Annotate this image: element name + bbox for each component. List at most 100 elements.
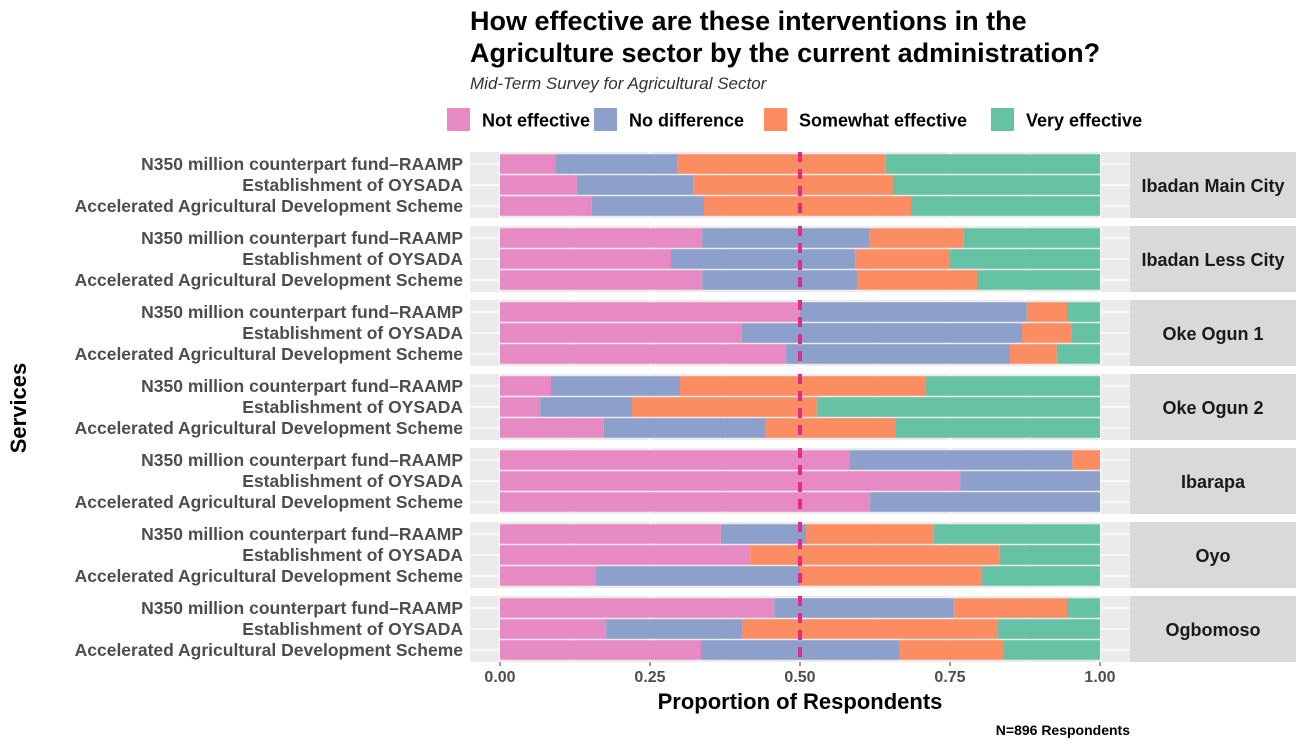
category-label: N350 million counterpart fund–RAAMP xyxy=(141,524,463,544)
bar-ibadan-main-city-1-not-effective xyxy=(500,154,556,174)
category-label: Establishment of OYSADA xyxy=(242,249,463,269)
legend-label-not-effective: Not effective xyxy=(482,111,590,131)
category-label: Accelerated Agricultural Development Sch… xyxy=(75,492,464,512)
bar-ibarapa-1-somewhat-effective xyxy=(1072,450,1100,470)
bar-oyo-3-somewhat-effective xyxy=(800,566,982,586)
panel-ogbomoso: N350 million counterpart fund–RAAMPEstab… xyxy=(75,596,1296,662)
bar-ogbomoso-2-not-effective xyxy=(500,619,607,639)
caption: N=896 Respondents xyxy=(996,722,1130,738)
bar-ibadan-less-city-2-somewhat-effective xyxy=(855,249,950,269)
legend-key-somewhat-effective xyxy=(764,108,787,131)
category-label: Accelerated Agricultural Development Sch… xyxy=(75,196,464,216)
bar-oke-ogun-1-3-no-difference xyxy=(786,344,1010,364)
bar-oyo-1-somewhat-effective xyxy=(806,524,934,544)
bar-oyo-3-very-effective xyxy=(981,566,1100,586)
bar-ogbomoso-2-no-difference xyxy=(606,619,743,639)
bar-ibadan-main-city-3-no-difference xyxy=(591,196,704,216)
bar-ibadan-main-city-3-somewhat-effective xyxy=(704,196,911,216)
bar-ibadan-main-city-1-somewhat-effective xyxy=(677,154,886,174)
bar-oke-ogun-2-3-no-difference xyxy=(603,418,766,438)
bar-oke-ogun-1-2-not-effective xyxy=(500,323,742,343)
category-label: Accelerated Agricultural Development Sch… xyxy=(75,418,464,438)
facet-strip-label: Ibadan Main City xyxy=(1141,176,1284,196)
bar-ibarapa-1-no-difference xyxy=(849,450,1073,470)
category-label: Establishment of OYSADA xyxy=(242,323,463,343)
bar-ogbomoso-1-somewhat-effective xyxy=(954,598,1067,618)
x-tick-label: 0.50 xyxy=(784,669,815,686)
facet-strip-label: Ogbomoso xyxy=(1166,620,1261,640)
bar-oke-ogun-1-1-very-effective xyxy=(1067,302,1100,322)
bar-ibadan-less-city-1-no-difference xyxy=(702,228,869,248)
facet-strip-label: Oke Ogun 2 xyxy=(1162,398,1263,418)
bar-oke-ogun-2-1-very-effective xyxy=(926,376,1100,396)
bar-ibarapa-2-no-difference xyxy=(960,471,1100,491)
bar-oyo-1-no-difference xyxy=(720,524,806,544)
bar-oke-ogun-1-3-not-effective xyxy=(500,344,787,364)
bar-ibarapa-2-not-effective xyxy=(500,471,961,491)
bar-oke-ogun-2-2-very-effective xyxy=(816,397,1100,417)
bar-oyo-2-not-effective xyxy=(500,545,751,565)
panel-ibarapa: N350 million counterpart fund–RAAMPEstab… xyxy=(75,448,1296,514)
category-label: Establishment of OYSADA xyxy=(242,619,463,639)
category-label: N350 million counterpart fund–RAAMP xyxy=(141,154,463,174)
bar-ogbomoso-3-somewhat-effective xyxy=(899,640,1004,660)
legend-key-no-difference xyxy=(594,108,617,131)
bar-oke-ogun-2-2-somewhat-effective xyxy=(632,397,817,417)
facet-strip-label: Ibadan Less City xyxy=(1141,250,1284,270)
bar-ibadan-main-city-2-very-effective xyxy=(893,175,1100,195)
legend-key-not-effective xyxy=(447,108,470,131)
x-axis: 0.00 0.25 0.50 0.75 1.00 xyxy=(484,662,1116,686)
panel-ibadan-less-city: N350 million counterpart fund–RAAMPEstab… xyxy=(75,226,1296,292)
chart-title-line-1: How effective are these interventions in… xyxy=(470,6,1027,36)
bar-ogbomoso-1-very-effective xyxy=(1067,598,1100,618)
bar-oyo-3-not-effective xyxy=(500,566,596,586)
bar-oke-ogun-2-3-not-effective xyxy=(500,418,604,438)
legend-label-somewhat-effective: Somewhat effective xyxy=(799,111,967,131)
category-label: Accelerated Agricultural Development Sch… xyxy=(75,566,464,586)
bar-oke-ogun-1-3-very-effective xyxy=(1056,344,1100,364)
x-tick-label: 0.75 xyxy=(934,669,965,686)
bar-ibadan-less-city-3-very-effective xyxy=(977,270,1100,290)
bar-oyo-2-very-effective xyxy=(999,545,1100,565)
bar-ibadan-less-city-1-not-effective xyxy=(500,228,703,248)
category-label: N350 million counterpart fund–RAAMP xyxy=(141,302,463,322)
panels: N350 million counterpart fund–RAAMPEstab… xyxy=(75,152,1296,662)
panel-oyo: N350 million counterpart fund–RAAMPEstab… xyxy=(75,522,1296,588)
bar-oke-ogun-2-3-very-effective xyxy=(896,418,1100,438)
facet-strip-label: Ibarapa xyxy=(1181,472,1246,492)
bar-ibarapa-1-not-effective xyxy=(500,450,850,470)
bar-oke-ogun-1-2-no-difference xyxy=(741,323,1022,343)
bar-ibadan-less-city-3-somewhat-effective xyxy=(857,270,977,290)
category-label: Accelerated Agricultural Development Sch… xyxy=(75,640,464,660)
legend-label-very-effective: Very effective xyxy=(1026,111,1142,131)
panel-oke-ogun-1: N350 million counterpart fund–RAAMPEstab… xyxy=(75,300,1296,366)
category-label: N350 million counterpart fund–RAAMP xyxy=(141,598,463,618)
bar-ibadan-main-city-3-not-effective xyxy=(500,196,592,216)
bar-ibadan-main-city-2-no-difference xyxy=(576,175,694,195)
bar-oyo-2-somewhat-effective xyxy=(750,545,1000,565)
facet-strip xyxy=(1130,596,1296,662)
bar-oke-ogun-1-1-no-difference xyxy=(800,302,1027,322)
category-label: Accelerated Agricultural Development Sch… xyxy=(75,270,464,290)
facet-strip xyxy=(1130,448,1296,514)
x-tick-label: 0.25 xyxy=(634,669,665,686)
category-label: Establishment of OYSADA xyxy=(242,471,463,491)
x-axis-title: Proportion of Respondents xyxy=(658,689,943,714)
facet-strip xyxy=(1130,226,1296,292)
bar-ibarapa-3-no-difference xyxy=(870,492,1100,512)
bar-oyo-3-no-difference xyxy=(596,566,800,586)
bar-ogbomoso-3-not-effective xyxy=(500,640,701,660)
facet-strip-label: Oke Ogun 1 xyxy=(1162,324,1263,344)
bar-oke-ogun-1-2-somewhat-effective xyxy=(1022,323,1072,343)
panel-oke-ogun-2: N350 million counterpart fund–RAAMPEstab… xyxy=(75,374,1296,440)
bar-ibadan-less-city-1-very-effective xyxy=(963,228,1100,248)
category-label: Establishment of OYSADA xyxy=(242,397,463,417)
bar-ibadan-main-city-1-no-difference xyxy=(555,154,677,174)
bar-ibadan-less-city-2-very-effective xyxy=(950,249,1100,269)
x-tick-label: 1.00 xyxy=(1084,669,1115,686)
bar-oke-ogun-2-1-no-difference xyxy=(551,376,680,396)
bar-oke-ogun-2-3-somewhat-effective xyxy=(765,418,896,438)
facet-strip xyxy=(1130,300,1296,366)
y-axis-title: Services xyxy=(6,363,31,454)
bar-ibadan-less-city-3-no-difference xyxy=(702,270,857,290)
